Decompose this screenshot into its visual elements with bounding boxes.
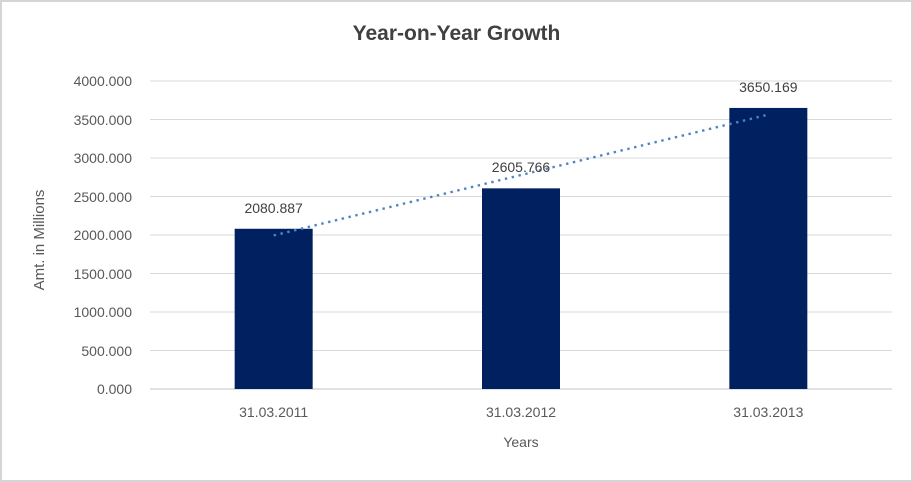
- bar: [729, 107, 808, 390]
- bar: [234, 228, 313, 389]
- bar: [482, 188, 560, 389]
- trendline: [273, 113, 769, 237]
- chart-title: Year-on-Year Growth: [352, 22, 561, 45]
